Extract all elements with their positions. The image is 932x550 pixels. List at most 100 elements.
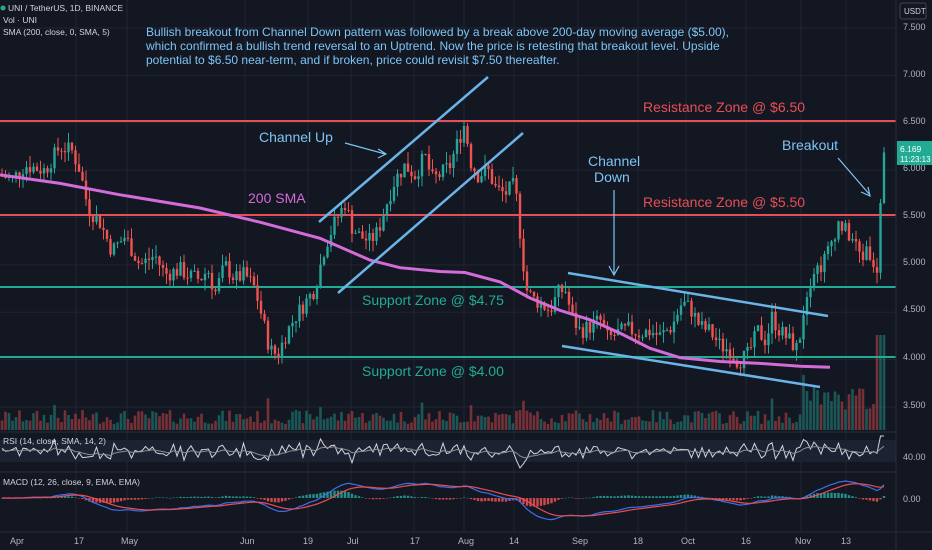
candle-body <box>238 271 242 281</box>
candle-body <box>501 187 504 192</box>
volume-bar <box>431 421 434 430</box>
macd-legend[interactable]: MACD (12, 26, close, 9, EMA, EMA) <box>3 477 140 487</box>
candle-body <box>91 216 95 223</box>
candle-body <box>812 273 816 289</box>
macd-bar <box>466 497 469 499</box>
macd-bar <box>84 498 88 501</box>
volume-bar <box>595 418 599 430</box>
time-axis[interactable]: Apr 17 May Jun 19 Jul 17 Aug 14 Sep 18 O… <box>10 536 851 546</box>
macd-bar <box>630 495 634 498</box>
candle-body <box>179 262 182 276</box>
volume-bar <box>620 423 623 430</box>
volume-bar <box>448 412 452 430</box>
macd-bar <box>179 496 182 498</box>
volume-bar <box>413 417 417 430</box>
macd-bar <box>154 497 158 499</box>
candle-body <box>588 321 592 333</box>
channel-up-label: Channel Up <box>259 129 333 145</box>
volume-bar <box>35 411 39 430</box>
macd-bar <box>725 498 728 500</box>
support-400-label: Support Zone @ $4.00 <box>362 363 504 379</box>
volume-bar <box>291 411 294 430</box>
volume-bar <box>189 418 193 430</box>
candle-body <box>553 297 557 312</box>
candle-body <box>343 207 347 210</box>
macd-bar <box>858 498 861 499</box>
candle-body <box>305 298 308 314</box>
volume-bar <box>567 413 571 430</box>
time-tick: 16 <box>741 536 751 546</box>
volume-bar <box>550 418 553 430</box>
candle-body <box>749 347 753 349</box>
candle-body <box>203 273 207 281</box>
candle-body <box>770 311 774 334</box>
price-tick: 7.000 <box>903 69 926 79</box>
macd-bar <box>459 498 462 499</box>
macd-bar <box>739 498 742 501</box>
macd-bar <box>256 498 259 499</box>
time-tick: 19 <box>303 536 313 546</box>
volume-legend[interactable]: Vol · UNI <box>3 15 37 25</box>
macd-bar <box>840 493 844 498</box>
volume-bar <box>340 411 343 430</box>
macd-bar <box>438 498 441 500</box>
time-tick: 17 <box>74 536 84 546</box>
volume-bar <box>284 423 287 430</box>
currency-button[interactable] <box>899 2 927 20</box>
sma-legend[interactable]: SMA (200, close, 0, SMA, 5) <box>3 27 110 37</box>
volume-bar <box>875 335 879 430</box>
candle-body <box>651 333 655 336</box>
volume-bar <box>95 412 98 430</box>
macd-bar <box>56 496 60 498</box>
volume-bar <box>214 420 217 430</box>
volume-bar <box>511 423 515 430</box>
volume-bar <box>882 335 886 430</box>
macd-bar <box>497 498 501 502</box>
volume-bar <box>46 422 49 430</box>
candle-body <box>151 257 154 260</box>
candle-body <box>459 138 462 143</box>
macd-bar <box>637 496 641 498</box>
macd-bar <box>564 497 567 499</box>
candle-body <box>529 290 532 292</box>
candle-body <box>662 330 665 333</box>
candle-body <box>613 334 616 336</box>
candle-body <box>539 302 543 308</box>
volume-bar <box>350 411 354 430</box>
macd-bar <box>490 498 494 502</box>
currency-label: USDT <box>904 7 926 16</box>
candle-body <box>819 265 823 273</box>
macd-bar <box>210 497 214 498</box>
volume-bar <box>11 420 14 430</box>
volume-bar <box>319 407 322 430</box>
macd-bar <box>263 498 266 500</box>
volume-bar <box>207 423 210 430</box>
macd-bar <box>340 490 343 498</box>
volume-bar <box>844 409 847 430</box>
candle-body <box>301 304 305 314</box>
macd-bar <box>529 498 532 507</box>
symbol-title[interactable]: UNI / TetherUS, 1D, BINANCE <box>8 3 123 13</box>
candle-body <box>308 294 312 299</box>
volume-bar <box>119 413 123 430</box>
svg-text:Bullish breakout from Channel: Bullish breakout from Channel Down patte… <box>146 25 729 39</box>
macd-bar <box>746 498 749 499</box>
candle-body <box>497 185 501 188</box>
volume-bar <box>462 421 466 430</box>
volume-bar <box>420 402 424 430</box>
volume-bar <box>406 423 410 430</box>
volume-bar <box>56 417 60 430</box>
price-axis[interactable]: 7.500 7.000 6.500 6.000 5.500 5.000 4.50… <box>903 22 926 504</box>
rsi-legend[interactable]: RSI (14, close, SMA, 14, 2) <box>3 436 106 446</box>
volume-bar <box>802 374 805 430</box>
candle-body <box>644 329 648 338</box>
macd-bar <box>301 495 305 498</box>
macd-bar <box>602 495 606 498</box>
candle-body <box>609 330 613 335</box>
volume-bar <box>165 413 168 430</box>
macd-bar <box>105 498 109 503</box>
volume-bar <box>256 411 259 430</box>
macd-bar <box>844 493 847 498</box>
macd-bar <box>455 498 459 499</box>
volume-bar <box>753 415 756 430</box>
